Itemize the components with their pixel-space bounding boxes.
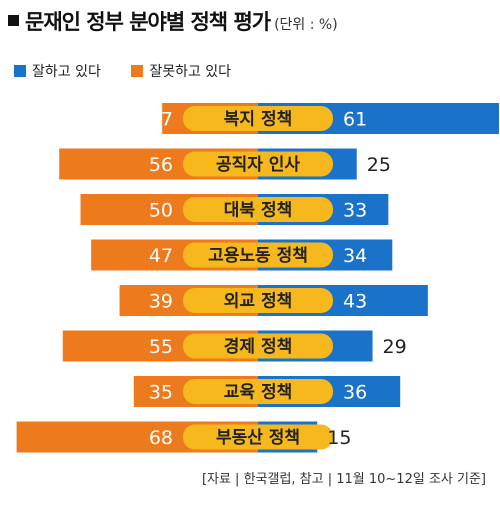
title-bullet-icon (8, 15, 19, 26)
legend-item-good: 잘하고 있다 (14, 61, 101, 81)
category-label-5: 경제 정책 (224, 337, 292, 357)
category-pill-1 (183, 151, 333, 177)
legend-label-good: 잘하고 있다 (32, 64, 101, 80)
legend-item-bad: 잘못하고 있다 (131, 61, 231, 81)
category-pill-2 (183, 197, 333, 222)
legend-swatch-good (14, 65, 26, 77)
category-pill-7 (183, 424, 333, 450)
value-label-bad-3: 47 (149, 245, 173, 267)
legend-label-bad: 잘못하고 있다 (149, 64, 232, 80)
value-label-bad-1: 56 (149, 154, 173, 176)
legend: 잘하고 있다 잘못하고 있다 (14, 61, 257, 81)
category-label-3: 고용노동 정책 (208, 246, 308, 266)
value-label-bad-5: 55 (149, 336, 173, 358)
value-label-good-0: 61 (343, 109, 367, 131)
value-label-good-2: 33 (343, 200, 367, 222)
value-label-good-7: 15 (327, 427, 351, 449)
value-label-good-1: 25 (367, 154, 391, 176)
value-label-bad-0: 27 (149, 109, 173, 131)
value-label-good-5: 29 (383, 336, 407, 358)
legend-swatch-bad (131, 65, 144, 77)
category-pill-0 (183, 106, 333, 131)
source-note: [자료 | 한국갤럽, 참고 | 11월 10~12일 조사 기준] (201, 472, 486, 487)
chart-title-text: 문재인 정부 분야별 정책 평가 (25, 10, 271, 34)
value-label-good-6: 36 (343, 382, 367, 404)
value-label-bad-6: 35 (149, 382, 173, 404)
category-pill-5 (183, 333, 333, 359)
value-label-bad-4: 39 (149, 291, 173, 313)
value-label-bad-7: 68 (149, 427, 173, 449)
value-label-bad-2: 50 (149, 200, 173, 222)
unit-label: (단위 : %) (274, 17, 338, 33)
category-pill-4 (183, 288, 333, 313)
category-label-2: 대북 정책 (224, 201, 292, 221)
category-pill-3 (183, 242, 333, 268)
category-label-4: 외교 정책 (224, 292, 292, 312)
category-label-7: 부동산 정책 (216, 428, 300, 448)
chart-title: 문재인 정부 분야별 정책 평가 (단위 : %) (8, 6, 338, 36)
category-label-1: 공직자 인사 (216, 155, 300, 175)
category-pill-6 (183, 379, 333, 404)
category-label-6: 교육 정책 (224, 383, 292, 403)
value-label-good-4: 43 (343, 291, 367, 313)
category-label-0: 복지 정책 (224, 110, 292, 130)
value-label-good-3: 34 (343, 245, 367, 267)
